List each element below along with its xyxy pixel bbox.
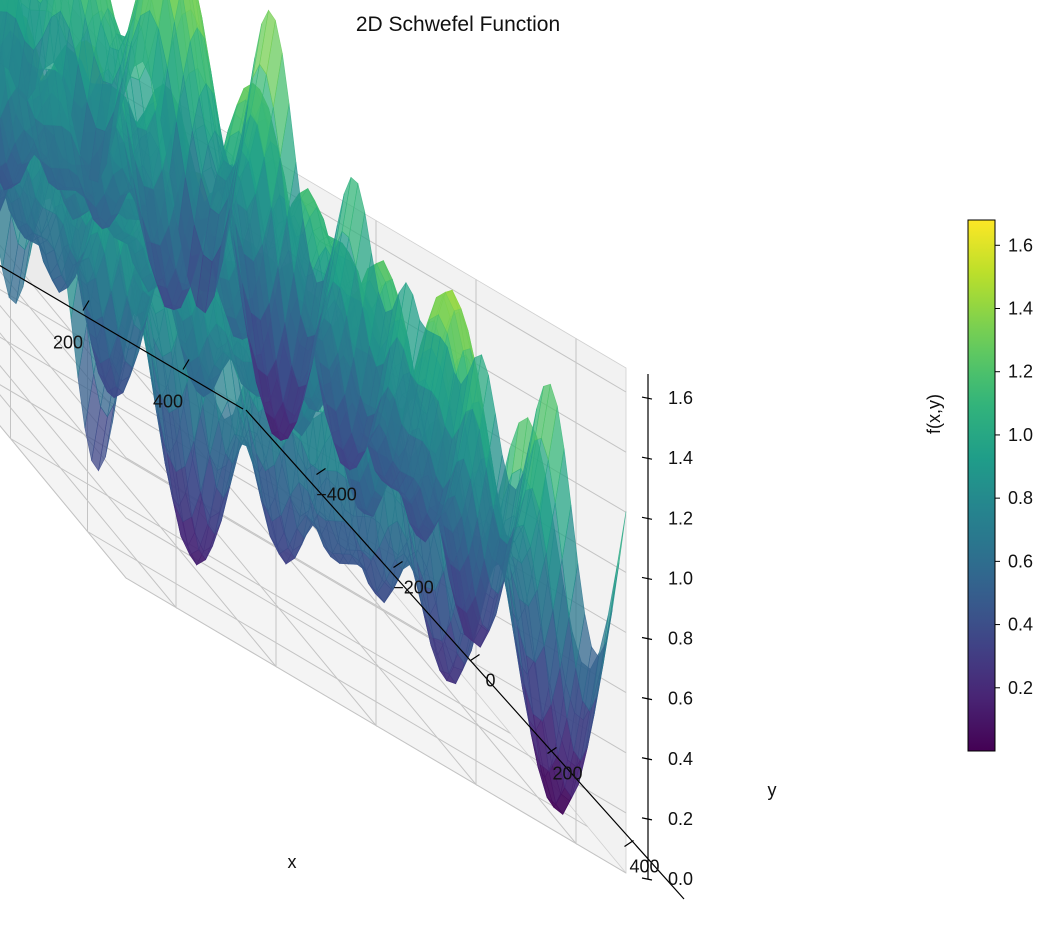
z-tick-label: 0.6 [668, 689, 693, 709]
y-axis-label: y [768, 780, 777, 800]
colorbar-tick-label: 0.6 [1008, 551, 1033, 571]
z-gridline [0, 425, 627, 874]
y-tick [393, 561, 403, 568]
z-tick [641, 516, 653, 520]
colorbar-tick-label: 0.8 [1008, 488, 1033, 508]
y-tick-label: 0 [485, 671, 495, 691]
z-tick-label: 1.4 [668, 448, 693, 468]
colorbar-tick-label: 1.2 [1008, 362, 1033, 382]
y-axis-line [245, 409, 685, 900]
axis-lines: −400−2000200400−400−20002004000.00.20.40… [0, 264, 693, 900]
surface-patch [231, 104, 249, 210]
z-tick [641, 576, 653, 580]
x-tick [82, 300, 90, 311]
y-tick-label: −200 [393, 578, 434, 598]
y-tick [624, 840, 634, 847]
z-tick [641, 396, 653, 400]
z-tick-label: 0.0 [668, 869, 693, 889]
y-tick [547, 747, 557, 754]
y-tick-label: −400 [316, 485, 357, 505]
z-tick [641, 456, 653, 460]
z-tick [641, 697, 653, 701]
colorbar-tick-label: 1.0 [1008, 425, 1033, 445]
z-axis-label: f(x,y) [924, 394, 944, 434]
z-tick [641, 757, 653, 761]
z-tick-label: 1.0 [668, 568, 693, 588]
colorbar-tick-label: 0.2 [1008, 678, 1033, 698]
z-tick-label: 0.2 [668, 809, 693, 829]
y-tick [316, 468, 326, 475]
y-tick [470, 654, 480, 661]
y-gridline [0, 384, 434, 641]
surface-plot [0, 0, 627, 815]
z-tick-label: 0.8 [668, 629, 693, 649]
chart-title: 2D Schwefel Function [356, 13, 560, 36]
z-tick-label: 1.2 [668, 508, 693, 528]
y-tick-label: 200 [552, 764, 582, 784]
colorbar: 0.2 0.4 0.6 0.8 1.0 1.2 1.4 1.6 [967, 219, 1033, 752]
colorbar-tick-label: 0.4 [1008, 615, 1033, 635]
x-tick-label: 400 [153, 392, 183, 412]
x-tick [182, 359, 190, 370]
z-gridline [0, 364, 627, 814]
colorbar-tick-label: 1.6 [1008, 235, 1033, 255]
colorbar-gradient [967, 219, 996, 752]
z-tick-label: 1.6 [668, 388, 693, 408]
z-tick [641, 817, 653, 821]
z-tick [641, 636, 653, 641]
z-tick-label: 0.4 [668, 749, 693, 769]
z-tick [641, 877, 653, 881]
x-axis-line [0, 264, 244, 410]
x-tick-label: 200 [53, 333, 83, 353]
y-tick-label: 400 [629, 857, 659, 877]
x-axis-label: x [288, 852, 297, 872]
colorbar-tick-label: 1.4 [1008, 299, 1033, 319]
